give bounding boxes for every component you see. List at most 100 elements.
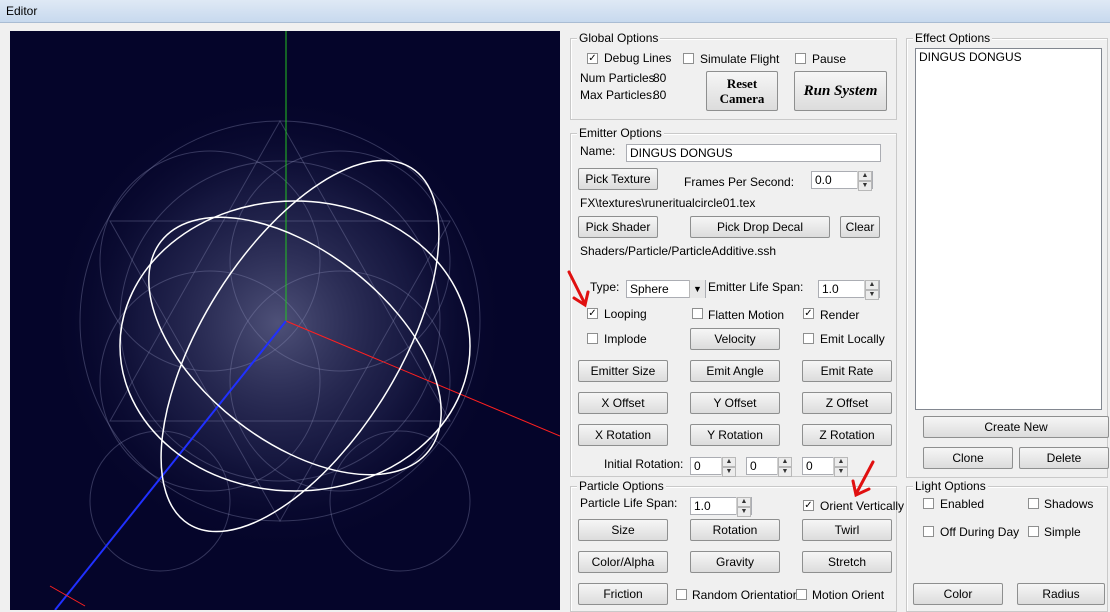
fps-label: Frames Per Second: bbox=[684, 175, 795, 189]
pick-drop-decal-button[interactable]: Pick Drop Decal bbox=[690, 216, 830, 238]
emitter-size-button[interactable]: Emitter Size bbox=[578, 360, 668, 382]
y-offset-button[interactable]: Y Offset bbox=[690, 392, 780, 414]
3d-viewport[interactable] bbox=[10, 31, 560, 610]
enabled-checkbox[interactable] bbox=[923, 498, 934, 509]
effect-list[interactable]: DINGUS DONGUS bbox=[915, 48, 1102, 410]
flatten-motion-label: Flatten Motion bbox=[708, 308, 785, 322]
delete-button[interactable]: Delete bbox=[1019, 447, 1109, 469]
spin-up-icon[interactable]: ▲ bbox=[834, 457, 848, 467]
clear-button[interactable]: Clear bbox=[840, 216, 880, 238]
particle-life-spinner[interactable]: ▲ ▼ bbox=[736, 497, 751, 517]
viewport-scene bbox=[48, 31, 560, 610]
color-alpha-button[interactable]: Color/Alpha bbox=[578, 551, 668, 573]
velocity-button[interactable]: Velocity bbox=[690, 328, 780, 350]
twirl-button[interactable]: Twirl bbox=[802, 519, 892, 541]
spin-down-icon[interactable]: ▼ bbox=[722, 467, 736, 477]
shader-path: Shaders/Particle/ParticleAdditive.ssh bbox=[580, 244, 777, 258]
spin-up-icon[interactable]: ▲ bbox=[778, 457, 792, 467]
orient-vertically-label: Orient Vertically bbox=[820, 499, 905, 513]
spin-up-icon[interactable]: ▲ bbox=[865, 280, 879, 290]
texture-path: FX\textures\runeritualcircle01.tex bbox=[580, 196, 756, 210]
spin-down-icon[interactable]: ▼ bbox=[778, 467, 792, 477]
max-particles-value: 80 bbox=[653, 88, 667, 102]
pause-label: Pause bbox=[812, 52, 847, 66]
rot-z-spinner[interactable]: ▲ ▼ bbox=[833, 457, 848, 477]
group-label: Emitter Options bbox=[577, 126, 664, 140]
spin-down-icon[interactable]: ▼ bbox=[737, 507, 751, 517]
off-during-day-checkbox[interactable] bbox=[923, 526, 934, 537]
z-axis-marker bbox=[49, 585, 86, 607]
clone-button[interactable]: Clone bbox=[923, 447, 1013, 469]
pick-texture-button[interactable]: Pick Texture bbox=[578, 168, 658, 190]
emit-locally-label: Emit Locally bbox=[820, 332, 885, 346]
shadows-checkbox[interactable] bbox=[1028, 498, 1039, 509]
rotation-button[interactable]: Rotation bbox=[690, 519, 780, 541]
random-orientation-label: Random Orientation bbox=[692, 588, 800, 602]
emit-angle-button[interactable]: Emit Angle bbox=[690, 360, 780, 382]
shadows-label: Shadows bbox=[1044, 497, 1094, 511]
x-rotation-button[interactable]: X Rotation bbox=[578, 424, 668, 446]
rot-x-spinner[interactable]: ▲ ▼ bbox=[721, 457, 736, 477]
gravity-button[interactable]: Gravity bbox=[690, 551, 780, 573]
list-item[interactable]: DINGUS DONGUS bbox=[919, 50, 1022, 64]
y-rotation-button[interactable]: Y Rotation bbox=[690, 424, 780, 446]
type-label: Type: bbox=[590, 280, 620, 294]
simple-checkbox[interactable] bbox=[1028, 526, 1039, 537]
spin-up-icon[interactable]: ▲ bbox=[858, 171, 872, 181]
create-new-button[interactable]: Create New bbox=[923, 416, 1109, 438]
reset-camera-button[interactable]: Reset Camera bbox=[706, 71, 778, 111]
looping-label: Looping bbox=[604, 307, 647, 321]
orient-vertically-checkbox[interactable]: ✓ bbox=[803, 500, 814, 511]
stretch-button[interactable]: Stretch bbox=[802, 551, 892, 573]
reset-camera-label-1: Reset bbox=[726, 76, 758, 91]
life-span-spinner[interactable]: ▲ ▼ bbox=[864, 280, 879, 300]
looping-checkbox[interactable]: ✓ bbox=[587, 308, 598, 319]
random-orientation-checkbox[interactable] bbox=[676, 589, 687, 600]
size-button[interactable]: Size bbox=[578, 519, 668, 541]
emitter-name-input[interactable]: DINGUS DONGUS bbox=[626, 144, 881, 162]
spin-down-icon[interactable]: ▼ bbox=[858, 181, 872, 191]
debug-lines-checkbox[interactable]: ✓ bbox=[587, 53, 598, 64]
particle-options-group: Particle Options Particle Life Span: 1.0… bbox=[570, 479, 904, 612]
window-title: Editor bbox=[6, 4, 38, 18]
z-offset-button[interactable]: Z Offset bbox=[802, 392, 892, 414]
flatten-motion-checkbox[interactable] bbox=[692, 308, 703, 319]
max-particles-label: Max Particles: bbox=[580, 88, 656, 102]
x-offset-button[interactable]: X Offset bbox=[578, 392, 668, 414]
num-particles-value: 80 bbox=[653, 71, 667, 85]
debug-sphere bbox=[119, 159, 471, 533]
particle-cloud bbox=[48, 93, 508, 553]
chevron-down-icon[interactable]: ▼ bbox=[689, 280, 705, 298]
window-titlebar: Editor bbox=[0, 0, 1110, 23]
pause-checkbox[interactable] bbox=[795, 53, 806, 64]
z-rotation-button[interactable]: Z Rotation bbox=[802, 424, 892, 446]
spin-down-icon[interactable]: ▼ bbox=[865, 290, 879, 300]
z-axis-line bbox=[54, 320, 287, 610]
name-label: Name: bbox=[580, 144, 616, 158]
spin-up-icon[interactable]: ▲ bbox=[722, 457, 736, 467]
light-color-button[interactable]: Color bbox=[913, 583, 1003, 605]
spin-down-icon[interactable]: ▼ bbox=[834, 467, 848, 477]
num-particles-label: Num Particles bbox=[580, 71, 655, 85]
initial-rotation-label: Initial Rotation: bbox=[604, 457, 684, 471]
group-label: Light Options bbox=[913, 479, 988, 493]
enabled-label: Enabled bbox=[940, 497, 985, 511]
type-select[interactable]: Sphere bbox=[626, 280, 706, 298]
friction-button[interactable]: Friction bbox=[578, 583, 668, 605]
reset-camera-label-2: Camera bbox=[719, 91, 765, 106]
spin-up-icon[interactable]: ▲ bbox=[737, 497, 751, 507]
run-system-button[interactable]: Run System bbox=[794, 71, 887, 111]
emitter-life-span-label: Emitter Life Span: bbox=[708, 280, 804, 294]
motion-orient-label: Motion Orient bbox=[812, 588, 885, 602]
emit-locally-checkbox[interactable] bbox=[803, 333, 814, 344]
emit-rate-button[interactable]: Emit Rate bbox=[802, 360, 892, 382]
motion-orient-checkbox[interactable] bbox=[796, 589, 807, 600]
fps-spinner[interactable]: ▲ ▼ bbox=[857, 171, 872, 191]
light-radius-button[interactable]: Radius bbox=[1017, 583, 1105, 605]
pick-shader-button[interactable]: Pick Shader bbox=[578, 216, 658, 238]
rot-y-spinner[interactable]: ▲ ▼ bbox=[777, 457, 792, 477]
implode-checkbox[interactable] bbox=[587, 333, 598, 344]
simulate-flight-checkbox[interactable] bbox=[683, 53, 694, 64]
render-checkbox[interactable]: ✓ bbox=[803, 308, 814, 319]
particle-life-span-label: Particle Life Span: bbox=[580, 496, 678, 510]
